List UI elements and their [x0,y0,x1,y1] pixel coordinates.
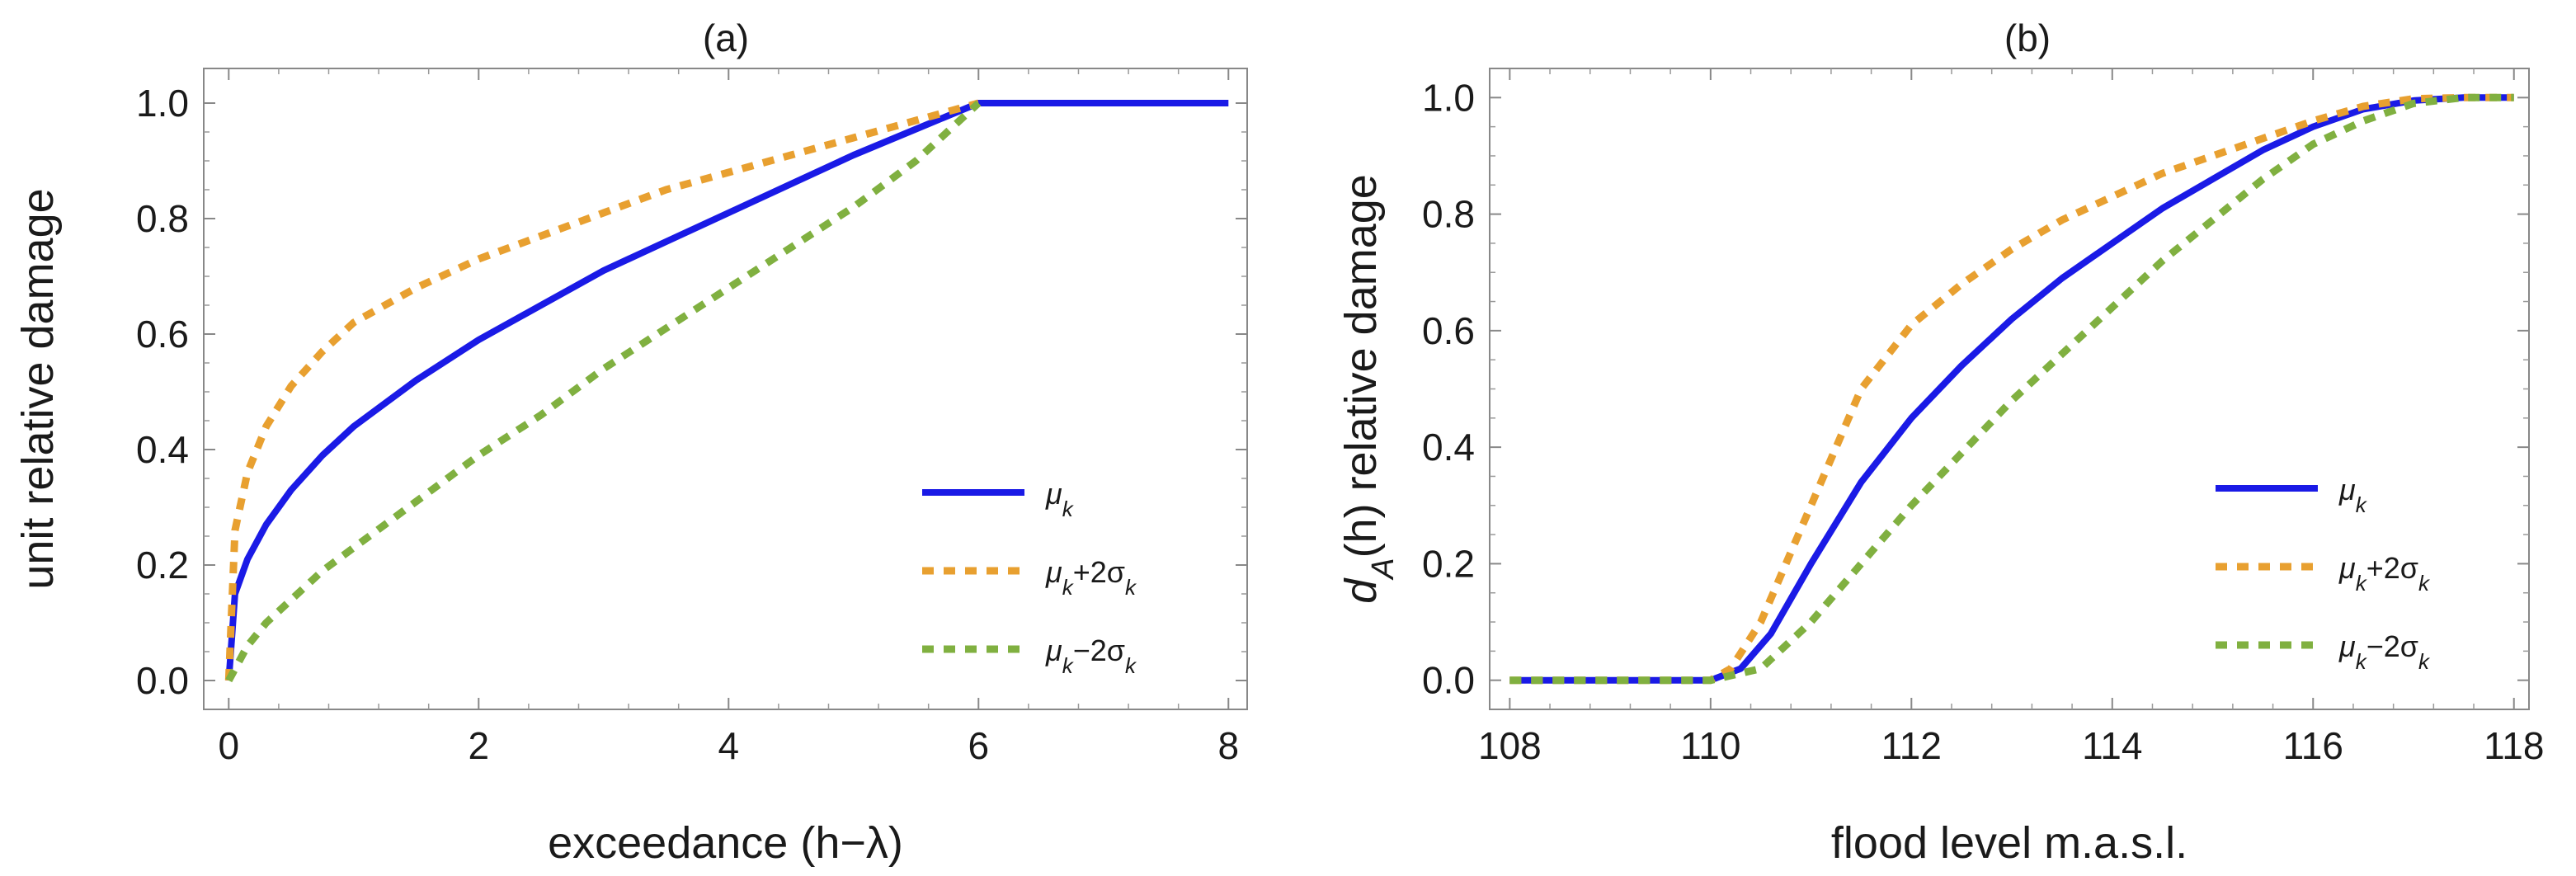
x-tick-label: 116 [2283,724,2343,767]
x-tick-label: 6 [968,724,989,767]
x-tick-label: 4 [718,724,739,767]
x-tick-label: 108 [1478,724,1542,767]
panel-title: (a) [703,16,749,59]
legend-label-1: μk+2σk [1045,555,1137,600]
y-tick-label: 1.0 [1422,76,1475,119]
y-tick-label: 0.2 [1422,542,1475,585]
series-line-2 [225,100,982,683]
plot-frame [1489,68,2530,710]
y-tick-label: 0.2 [136,544,189,586]
y-tick-label: 0.8 [136,197,189,240]
y-tick-label: 0.8 [1422,193,1475,236]
y-tick-label: 0.0 [136,659,189,702]
y-tick-label: 0.4 [136,428,189,471]
y-axis-label: dA(h) relative damage [1336,174,1401,604]
legend-label-2: μk−2σk [2338,629,2431,674]
legend-label-1: μk+2σk [2338,551,2431,596]
panel-a: 0 2 4 6 8 0.0 0.2 0.4 0.6 0.8 1.0 μk μk+2σk μk−2σk (a)… [13,16,1248,868]
x-tick-label: 2 [468,724,489,767]
x-axis-label: flood level m.a.s.l. [1831,818,2187,868]
x-tick-label: 8 [1217,724,1239,767]
x-tick-label: 112 [1881,724,1942,767]
x-tick-label: 118 [2484,724,2544,767]
y-tick-label: 0.6 [1422,309,1475,352]
plot-frame [203,68,1248,710]
legend-label-0: μk [1045,477,1075,521]
panel-b: 108 110 112 114 116 118 0.0 0.2 0.4 0.6 0.8 1.0 μk μk… [1336,16,2544,868]
panel-title: (b) [2004,16,2051,59]
x-tick-label: 0 [219,724,240,767]
legend-label-0: μk [2338,473,2368,517]
y-tick-label: 1.0 [136,82,189,125]
series-line-0 [225,100,1229,681]
series-line-2 [1509,93,2514,685]
x-axis-label: exceedance (h−λ) [548,818,903,868]
series-line-1 [224,99,980,681]
x-tick-label: 114 [2082,724,2142,767]
legend-label-2: μk−2σk [1045,633,1137,678]
y-tick-label: 0.6 [136,313,189,356]
series-line-0 [1509,94,2514,684]
y-tick-label: 0.0 [1422,659,1475,702]
x-tick-label: 110 [1680,724,1740,767]
y-tick-label: 0.4 [1422,426,1475,469]
y-axis-label: unit relative damage [13,188,63,589]
